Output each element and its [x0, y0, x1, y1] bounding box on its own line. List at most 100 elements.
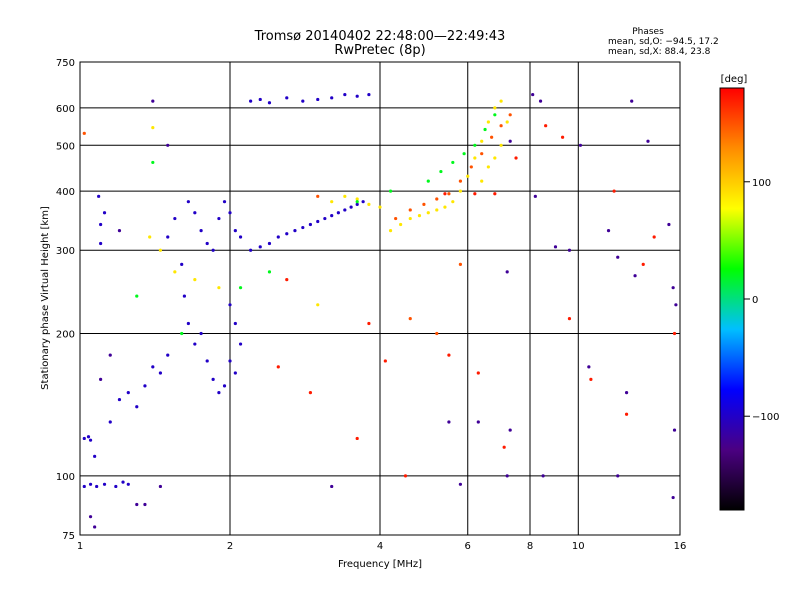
data-point: [99, 377, 103, 381]
data-point: [97, 194, 101, 198]
data-point: [126, 391, 130, 395]
data-point: [276, 235, 280, 239]
data-point: [533, 194, 537, 198]
data-point: [616, 255, 620, 259]
data-point: [228, 359, 232, 363]
data-point: [469, 165, 473, 169]
y-tick-label: 750: [56, 58, 75, 69]
data-point: [361, 200, 365, 204]
data-point: [95, 484, 99, 489]
data-point: [355, 200, 359, 204]
data-point: [143, 384, 147, 388]
data-point: [102, 211, 107, 215]
data-point: [186, 200, 190, 204]
data-point: [458, 179, 463, 183]
chart-title: Tromsø 20140402 22:48:00—22:49:43: [254, 29, 506, 44]
data-point: [233, 229, 237, 233]
data-point: [426, 211, 430, 215]
x-tick-label: 8: [527, 541, 533, 552]
data-point: [355, 202, 359, 206]
data-point: [355, 197, 359, 201]
y-tick-label: 500: [56, 141, 75, 152]
grid: [80, 62, 680, 535]
data-point: [267, 241, 272, 246]
stats-x: mean, sd,X: 88.4, 23.8: [608, 47, 711, 57]
data-point: [267, 101, 272, 105]
data-point: [228, 303, 232, 307]
data-point: [238, 342, 243, 346]
data-point: [88, 438, 93, 442]
data-point: [508, 139, 512, 143]
data-point: [394, 216, 398, 221]
data-point: [355, 94, 359, 98]
data-point: [316, 303, 320, 307]
data-point: [117, 397, 122, 402]
data-point: [502, 445, 506, 449]
data-point: [486, 120, 490, 124]
y-axis-label: Stationary phase Virtual Height [km]: [40, 206, 51, 390]
data-point: [480, 152, 484, 156]
data-points: [82, 92, 678, 529]
data-point: [330, 200, 334, 204]
data-point: [388, 189, 393, 193]
data-point: [93, 525, 97, 529]
data-point: [99, 222, 103, 227]
data-point: [233, 321, 237, 326]
x-ticks: 1 2 4 6 8 10 16: [77, 541, 687, 552]
data-point: [439, 169, 443, 174]
data-point: [316, 97, 320, 102]
data-point: [671, 286, 675, 290]
data-point: [102, 482, 107, 486]
data-point: [486, 165, 490, 169]
data-point: [135, 405, 139, 409]
data-point: [121, 480, 125, 484]
data-point: [672, 428, 677, 432]
data-point: [93, 454, 97, 458]
x-axis-label: Frequency [MHz]: [338, 559, 422, 570]
data-point: [135, 502, 139, 507]
data-point: [323, 216, 327, 221]
data-point: [158, 248, 163, 252]
x-tick-label: 4: [377, 541, 383, 552]
data-point: [180, 331, 184, 336]
x-tick-label: 16: [674, 541, 687, 552]
data-point: [435, 208, 439, 212]
data-point: [211, 248, 215, 252]
data-point: [249, 99, 253, 103]
data-point: [330, 484, 334, 489]
data-point: [567, 248, 572, 252]
data-point: [173, 270, 177, 274]
y-tick-label: 300: [56, 246, 75, 257]
data-point: [249, 248, 253, 252]
data-point: [435, 197, 439, 201]
data-point: [493, 192, 497, 196]
y-tick-label: 100: [56, 472, 75, 483]
data-point: [508, 113, 512, 117]
data-point: [403, 474, 408, 478]
data-point: [476, 371, 480, 375]
data-point: [267, 270, 272, 274]
data-point: [217, 286, 221, 290]
data-point: [388, 229, 393, 233]
data-point: [166, 143, 170, 147]
data-point: [205, 359, 209, 363]
data-point: [217, 216, 221, 221]
data-point: [367, 321, 371, 326]
data-point: [447, 420, 451, 424]
data-point: [211, 377, 215, 381]
data-point: [630, 99, 634, 103]
data-point: [166, 235, 170, 239]
data-point: [343, 92, 347, 97]
data-point: [143, 502, 147, 507]
x-tick-label: 10: [572, 541, 585, 552]
data-point: [108, 420, 112, 424]
data-point: [193, 278, 197, 282]
data-point: [276, 365, 280, 369]
data-point: [258, 245, 262, 249]
data-point: [652, 235, 656, 239]
data-point: [435, 331, 439, 336]
data-point: [343, 208, 347, 212]
data-point: [624, 391, 629, 395]
data-point: [355, 436, 359, 441]
data-point: [483, 127, 487, 132]
